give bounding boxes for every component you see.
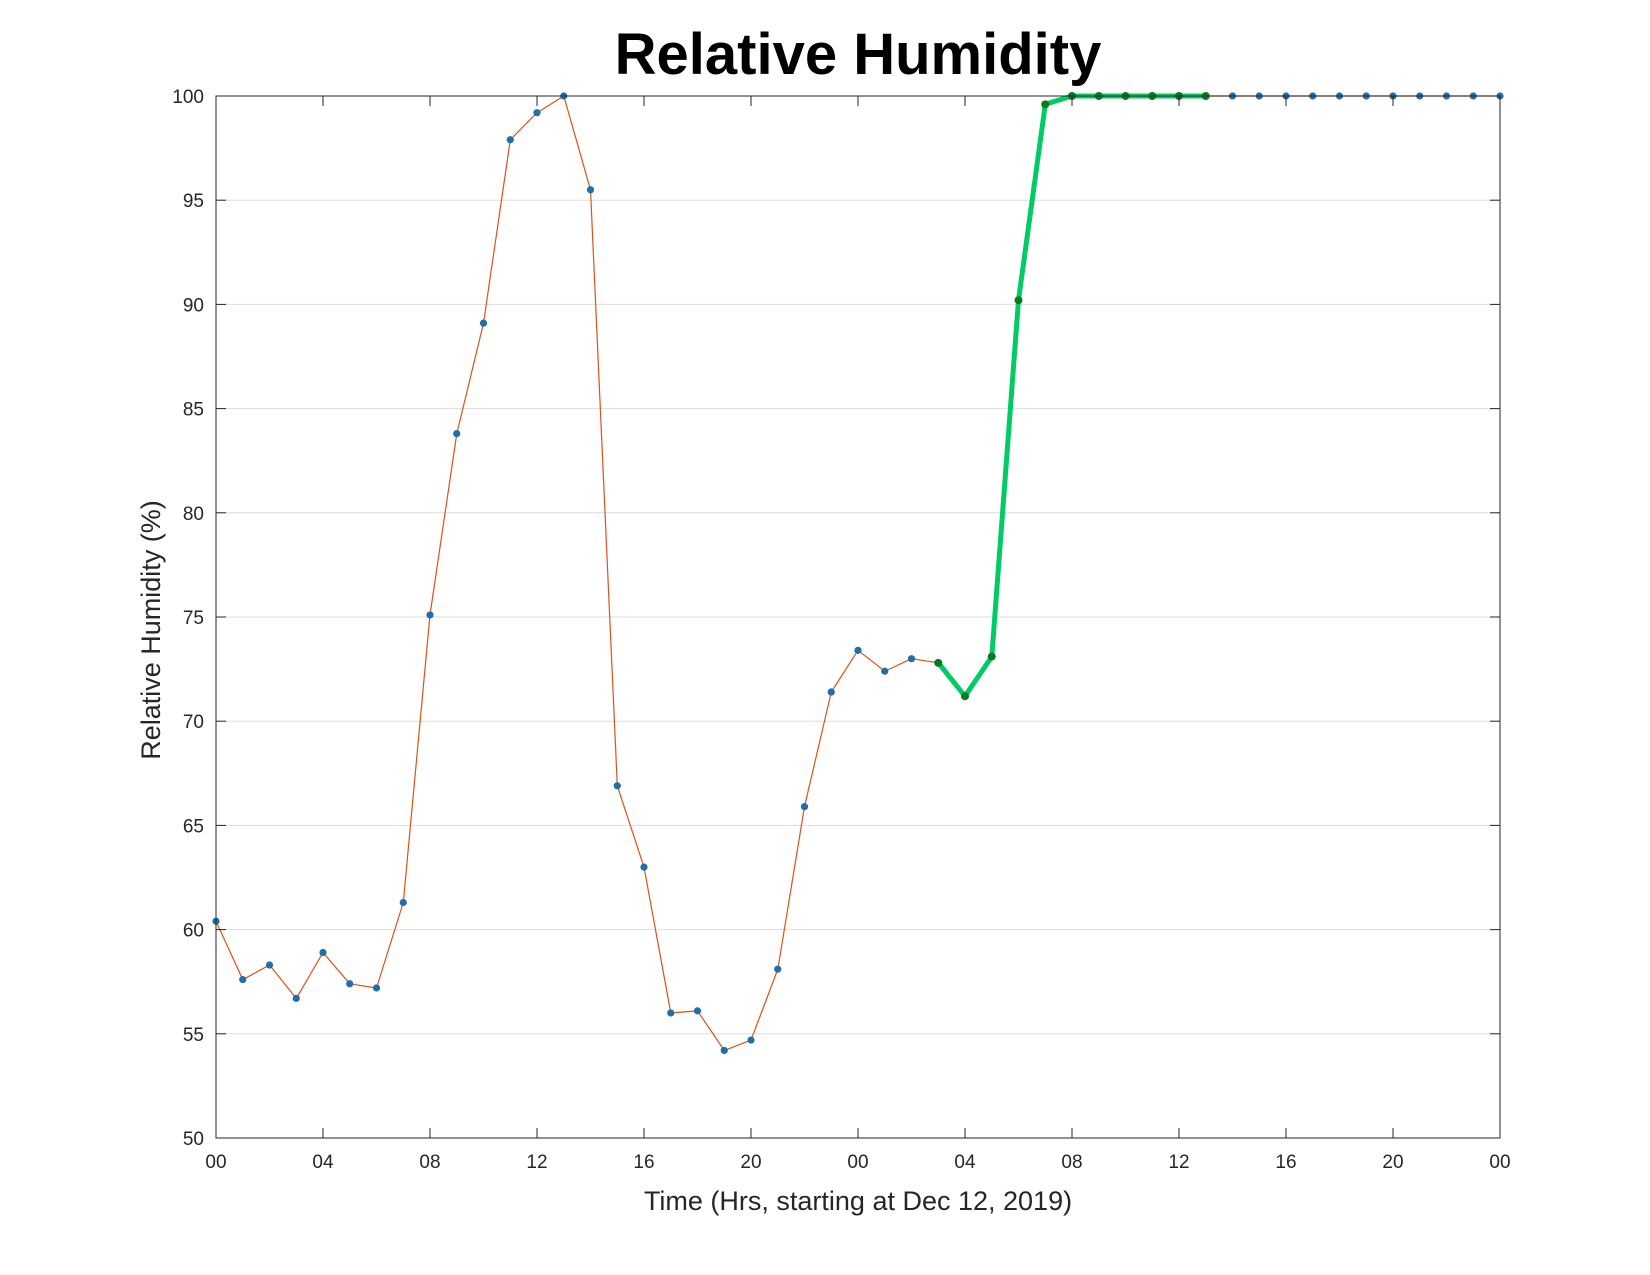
x-tick-label: 08 xyxy=(419,1152,440,1173)
data-point xyxy=(720,1046,728,1055)
data-point xyxy=(640,863,648,871)
x-tick-label: 00 xyxy=(1489,1152,1510,1173)
y-tick-label: 55 xyxy=(183,1025,204,1046)
data-point xyxy=(506,136,514,144)
y-tick-label: 95 xyxy=(183,191,204,212)
data-point xyxy=(747,1036,755,1044)
series-line-highlight xyxy=(936,93,1206,699)
y-tick-label: 70 xyxy=(183,712,204,733)
y-axis-label: Relative Humidity (%) xyxy=(136,500,166,760)
x-tick-label: 20 xyxy=(740,1152,761,1173)
data-point xyxy=(827,688,835,696)
highlight-data-point xyxy=(1041,100,1050,109)
x-tick-label: 00 xyxy=(205,1152,226,1173)
x-tick-label: 16 xyxy=(1275,1152,1296,1173)
data-point xyxy=(907,655,916,663)
data-point xyxy=(774,965,782,973)
data-point xyxy=(265,961,274,969)
y-tick-label: 50 xyxy=(183,1129,204,1150)
grid-lines xyxy=(216,95,1500,1139)
highlight-data-point xyxy=(987,652,996,661)
y-tick-label: 85 xyxy=(183,400,204,421)
data-point xyxy=(533,109,541,117)
data-point xyxy=(319,948,327,957)
x-tick-label: 00 xyxy=(847,1152,868,1173)
series-layer xyxy=(212,92,1504,1055)
x-tick-label: 12 xyxy=(1168,1152,1189,1173)
data-point xyxy=(399,898,407,907)
data-point xyxy=(881,667,889,675)
highlight-data-point xyxy=(1014,296,1023,305)
data-point xyxy=(479,319,488,327)
data-point xyxy=(800,803,809,811)
axis-ticks: 50 55 60 65 70 75 80 85 90 95 100 00 04 08 12 16 20 00 04 0… xyxy=(172,87,1510,1173)
y-tick-label: 100 xyxy=(172,87,204,108)
data-point xyxy=(586,186,595,194)
y-tick-label: 60 xyxy=(183,921,204,942)
x-tick-label: 16 xyxy=(633,1152,654,1173)
data-point xyxy=(854,646,862,654)
y-tick-label: 65 xyxy=(183,816,204,837)
chart-title: Relative Humidity xyxy=(615,22,1102,87)
y-tick-label: 75 xyxy=(183,608,204,629)
data-point xyxy=(613,782,621,790)
x-tick-label: 20 xyxy=(1382,1152,1403,1173)
series-line-humidity xyxy=(215,95,1500,1052)
x-tick-label: 04 xyxy=(312,1152,334,1173)
data-point xyxy=(372,984,381,992)
x-tick-label: 08 xyxy=(1061,1152,1082,1173)
y-tick-label: 90 xyxy=(183,295,204,316)
data-point xyxy=(426,611,434,619)
data-point xyxy=(346,980,354,988)
data-point xyxy=(453,430,461,438)
x-axis-label: Time (Hrs, starting at Dec 12, 2019) xyxy=(644,1186,1072,1216)
data-point xyxy=(239,976,247,984)
data-point xyxy=(667,1009,675,1017)
highlight-data-point xyxy=(934,658,943,667)
x-tick-label: 12 xyxy=(526,1152,547,1173)
y-tick-label: 80 xyxy=(183,504,204,525)
data-point xyxy=(693,1007,702,1015)
x-tick-label: 04 xyxy=(954,1152,976,1173)
data-point xyxy=(292,994,300,1002)
highlight-data-point xyxy=(961,692,969,701)
